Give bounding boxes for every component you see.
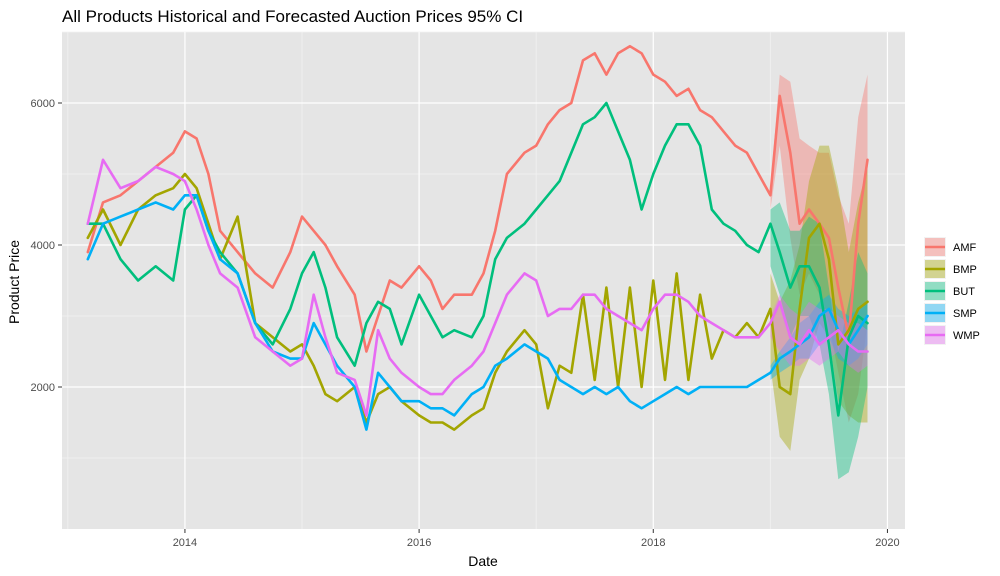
legend-label: BUT (953, 286, 975, 298)
series-lines (86, 44, 869, 431)
legend-item-bmp: BMP (924, 259, 977, 279)
y-axis-title: Product Price (6, 240, 22, 324)
series-line-wmp (86, 158, 869, 417)
x-tick-label: 2018 (641, 537, 665, 549)
legend: AMF BMP BUT SMP WMP (924, 237, 980, 345)
chart-title: All Products Historical and Forecasted A… (62, 7, 523, 26)
x-tick-label: 2014 (173, 537, 197, 549)
legend-item-wmp: WMP (924, 325, 980, 345)
x-axis-title: Date (468, 553, 498, 569)
y-tick-label: 6000 (31, 98, 55, 110)
x-tick-label: 2020 (875, 537, 899, 549)
y-axis-ticks: 2000 4000 6000 (31, 98, 62, 394)
x-axis-ticks: 2014 2016 2018 2020 (173, 529, 900, 549)
legend-item-smp: SMP (924, 303, 977, 323)
ci-band-but (770, 202, 868, 480)
legend-label: WMP (953, 330, 980, 342)
y-tick-label: 2000 (31, 382, 55, 394)
plot-panel (62, 32, 905, 529)
y-tick-label: 4000 (31, 240, 55, 252)
series-line-bmp (86, 172, 869, 431)
x-tick-label: 2016 (407, 537, 431, 549)
legend-label: SMP (953, 308, 977, 320)
legend-label: BMP (953, 264, 977, 276)
legend-label: AMF (953, 242, 977, 254)
legend-item-amf: AMF (924, 237, 977, 257)
legend-item-but: BUT (924, 281, 975, 301)
series-line-smp (86, 194, 869, 431)
